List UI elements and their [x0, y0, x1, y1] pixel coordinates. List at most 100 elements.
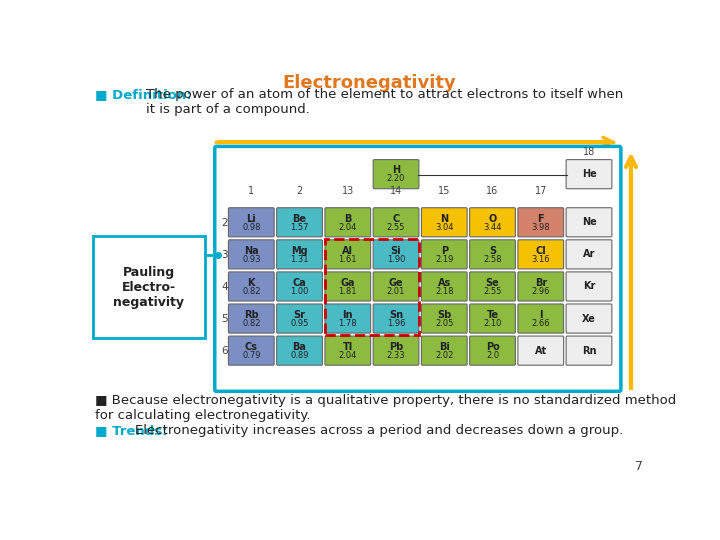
FancyBboxPatch shape [228, 272, 274, 301]
FancyBboxPatch shape [373, 240, 419, 269]
FancyBboxPatch shape [566, 336, 612, 365]
FancyBboxPatch shape [325, 304, 371, 333]
Text: 3.98: 3.98 [531, 222, 550, 232]
FancyBboxPatch shape [518, 336, 564, 365]
Text: 1.61: 1.61 [338, 255, 357, 264]
Text: 2.0: 2.0 [486, 351, 499, 360]
FancyBboxPatch shape [228, 208, 274, 237]
Text: 7: 7 [635, 460, 644, 473]
Text: Cs: Cs [245, 342, 258, 352]
Text: 3.04: 3.04 [435, 222, 454, 232]
FancyBboxPatch shape [566, 272, 612, 301]
FancyBboxPatch shape [373, 336, 419, 365]
FancyBboxPatch shape [518, 304, 564, 333]
Text: In: In [343, 310, 353, 320]
Text: 1.31: 1.31 [290, 255, 309, 264]
Text: 1.78: 1.78 [338, 319, 357, 328]
FancyBboxPatch shape [469, 336, 516, 365]
Text: 2.01: 2.01 [387, 287, 405, 296]
Text: 2.20: 2.20 [387, 174, 405, 184]
Text: Bi: Bi [438, 342, 450, 352]
Text: 1: 1 [248, 186, 254, 196]
Text: 14: 14 [390, 186, 402, 196]
Text: Na: Na [244, 246, 258, 255]
Text: 0.79: 0.79 [242, 351, 261, 360]
Text: Te: Te [487, 310, 498, 320]
Text: 4: 4 [222, 282, 228, 292]
FancyBboxPatch shape [469, 304, 516, 333]
FancyBboxPatch shape [373, 304, 419, 333]
FancyBboxPatch shape [276, 272, 323, 301]
Text: 2: 2 [297, 186, 302, 196]
Text: 1.81: 1.81 [338, 287, 357, 296]
Text: F: F [537, 213, 544, 224]
Text: 2.96: 2.96 [531, 287, 550, 296]
FancyBboxPatch shape [518, 240, 564, 269]
Text: 2: 2 [222, 218, 228, 228]
FancyBboxPatch shape [93, 236, 204, 339]
FancyBboxPatch shape [373, 272, 419, 301]
Text: Sb: Sb [437, 310, 451, 320]
Text: Ge: Ge [389, 278, 403, 288]
Text: Sr: Sr [294, 310, 305, 320]
FancyBboxPatch shape [228, 304, 274, 333]
Text: Po: Po [486, 342, 500, 352]
Text: C: C [392, 213, 400, 224]
Text: 0.93: 0.93 [242, 255, 261, 264]
Text: Electronegativity increases across a period and decreases down a group.: Electronegativity increases across a per… [135, 424, 624, 437]
FancyBboxPatch shape [421, 304, 467, 333]
FancyBboxPatch shape [325, 336, 371, 365]
Text: 5: 5 [222, 314, 228, 325]
Text: Ba: Ba [292, 342, 307, 352]
Text: Ne: Ne [582, 217, 596, 227]
Text: 2.04: 2.04 [338, 351, 357, 360]
Text: 15: 15 [438, 186, 451, 196]
Text: 2.18: 2.18 [435, 287, 454, 296]
Text: 2.66: 2.66 [531, 319, 550, 328]
Text: 16: 16 [487, 186, 499, 196]
Text: 0.89: 0.89 [290, 351, 309, 360]
FancyBboxPatch shape [566, 240, 612, 269]
Text: Ca: Ca [292, 278, 307, 288]
FancyBboxPatch shape [566, 208, 612, 237]
Text: 18: 18 [583, 147, 595, 157]
Text: Al: Al [342, 246, 354, 255]
FancyBboxPatch shape [469, 240, 516, 269]
Text: 6: 6 [222, 347, 228, 356]
Text: B: B [344, 213, 351, 224]
Text: Xe: Xe [582, 314, 596, 323]
Text: Se: Se [486, 278, 500, 288]
Text: 0.95: 0.95 [290, 319, 309, 328]
Text: 3: 3 [222, 250, 228, 260]
Text: Li: Li [246, 213, 256, 224]
Text: Electronegativity: Electronegativity [282, 74, 456, 92]
FancyBboxPatch shape [421, 336, 467, 365]
Text: 3.44: 3.44 [483, 222, 502, 232]
Text: I: I [539, 310, 542, 320]
Text: Si: Si [391, 246, 401, 255]
Text: Kr: Kr [582, 281, 595, 292]
Text: 13: 13 [342, 186, 354, 196]
Text: Pb: Pb [389, 342, 403, 352]
Text: 2.55: 2.55 [483, 287, 502, 296]
Text: O: O [488, 213, 497, 224]
FancyBboxPatch shape [469, 208, 516, 237]
FancyBboxPatch shape [325, 240, 371, 269]
Text: K: K [248, 278, 255, 288]
Text: 2.58: 2.58 [483, 255, 502, 264]
FancyBboxPatch shape [373, 208, 419, 237]
Text: 0.98: 0.98 [242, 222, 261, 232]
Text: Sn: Sn [389, 310, 403, 320]
Text: 2.19: 2.19 [435, 255, 454, 264]
Text: Mg: Mg [291, 246, 308, 255]
Text: Pauling
Electro-
negativity: Pauling Electro- negativity [114, 266, 184, 309]
Text: 1.00: 1.00 [290, 287, 309, 296]
Text: The power of an atom of the element to attract electrons to itself when
it is pa: The power of an atom of the element to a… [145, 88, 623, 116]
FancyBboxPatch shape [518, 208, 564, 237]
Text: Tl: Tl [343, 342, 353, 352]
FancyBboxPatch shape [373, 160, 419, 189]
Text: As: As [438, 278, 451, 288]
FancyBboxPatch shape [325, 272, 371, 301]
Text: 2.55: 2.55 [387, 222, 405, 232]
Text: H: H [392, 165, 400, 176]
